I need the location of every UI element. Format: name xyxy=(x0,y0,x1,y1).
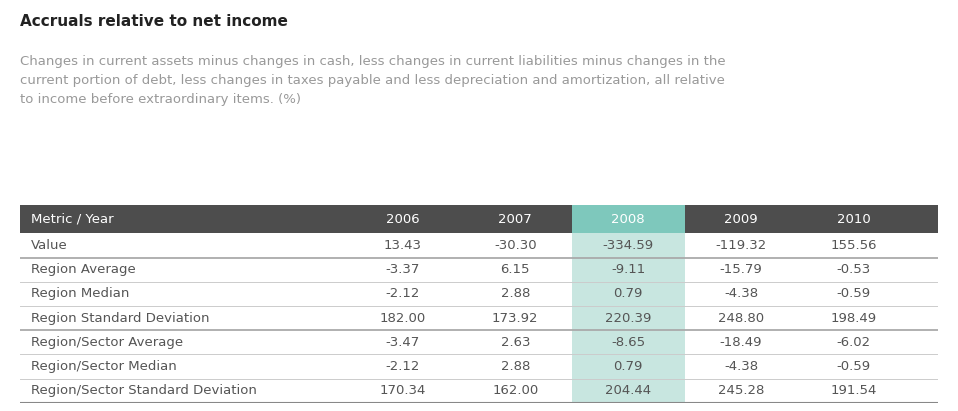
Bar xyxy=(20,306,938,330)
Text: -15.79: -15.79 xyxy=(719,263,763,276)
Text: Region/Sector Median: Region/Sector Median xyxy=(31,360,177,373)
Text: 2.88: 2.88 xyxy=(501,287,530,300)
Text: Accruals relative to net income: Accruals relative to net income xyxy=(20,14,288,29)
Text: Region/Sector Standard Deviation: Region/Sector Standard Deviation xyxy=(31,384,257,397)
Text: -0.59: -0.59 xyxy=(837,360,871,373)
Text: 245.28: 245.28 xyxy=(718,384,764,397)
Text: 2.88: 2.88 xyxy=(501,360,530,373)
Text: 173.92: 173.92 xyxy=(492,312,538,325)
Text: -6.02: -6.02 xyxy=(837,336,871,349)
Text: Metric / Year: Metric / Year xyxy=(31,213,114,226)
Text: 2007: 2007 xyxy=(498,213,532,226)
Text: -2.12: -2.12 xyxy=(385,287,420,300)
Bar xyxy=(20,206,938,233)
Text: 13.43: 13.43 xyxy=(383,239,422,252)
Bar xyxy=(20,354,938,379)
Text: -8.65: -8.65 xyxy=(611,336,645,349)
Bar xyxy=(20,258,938,282)
Text: Region Median: Region Median xyxy=(31,287,129,300)
Text: 2006: 2006 xyxy=(385,213,420,226)
Text: 2.63: 2.63 xyxy=(500,336,530,349)
Text: -4.38: -4.38 xyxy=(724,360,758,373)
Text: -3.37: -3.37 xyxy=(385,263,420,276)
Text: -0.53: -0.53 xyxy=(836,263,871,276)
Bar xyxy=(20,330,938,354)
Bar xyxy=(572,330,685,354)
Text: 170.34: 170.34 xyxy=(379,384,425,397)
Text: -119.32: -119.32 xyxy=(716,239,766,252)
Text: Value: Value xyxy=(31,239,68,252)
Text: 6.15: 6.15 xyxy=(500,263,530,276)
Text: -2.12: -2.12 xyxy=(385,360,420,373)
Text: Region Standard Deviation: Region Standard Deviation xyxy=(31,312,210,325)
Text: 191.54: 191.54 xyxy=(831,384,878,397)
Text: 182.00: 182.00 xyxy=(379,312,425,325)
Text: 248.80: 248.80 xyxy=(718,312,764,325)
Bar xyxy=(572,282,685,306)
Text: -334.59: -334.59 xyxy=(603,239,653,252)
Text: Changes in current assets minus changes in cash, less changes in current liabili: Changes in current assets minus changes … xyxy=(20,55,726,106)
Text: 162.00: 162.00 xyxy=(492,384,538,397)
Bar xyxy=(572,233,685,258)
Bar xyxy=(20,379,938,403)
Text: -18.49: -18.49 xyxy=(719,336,763,349)
Text: Region Average: Region Average xyxy=(31,263,136,276)
Text: 0.79: 0.79 xyxy=(613,287,643,300)
Bar xyxy=(572,379,685,403)
Bar xyxy=(572,206,685,233)
Text: -3.47: -3.47 xyxy=(385,336,420,349)
Text: -4.38: -4.38 xyxy=(724,287,758,300)
Text: 0.79: 0.79 xyxy=(613,360,643,373)
Bar xyxy=(572,306,685,330)
Bar xyxy=(572,354,685,379)
Text: -0.59: -0.59 xyxy=(837,287,871,300)
Text: 2008: 2008 xyxy=(611,213,645,226)
Bar xyxy=(20,282,938,306)
Text: -30.30: -30.30 xyxy=(494,239,536,252)
Bar xyxy=(20,233,938,258)
Text: 155.56: 155.56 xyxy=(831,239,878,252)
Text: 198.49: 198.49 xyxy=(831,312,877,325)
Text: Region/Sector Average: Region/Sector Average xyxy=(31,336,183,349)
Bar xyxy=(572,258,685,282)
Text: -9.11: -9.11 xyxy=(611,263,646,276)
Text: 2009: 2009 xyxy=(724,213,758,226)
Text: 204.44: 204.44 xyxy=(605,384,651,397)
Text: 2010: 2010 xyxy=(837,213,871,226)
Text: 220.39: 220.39 xyxy=(604,312,651,325)
